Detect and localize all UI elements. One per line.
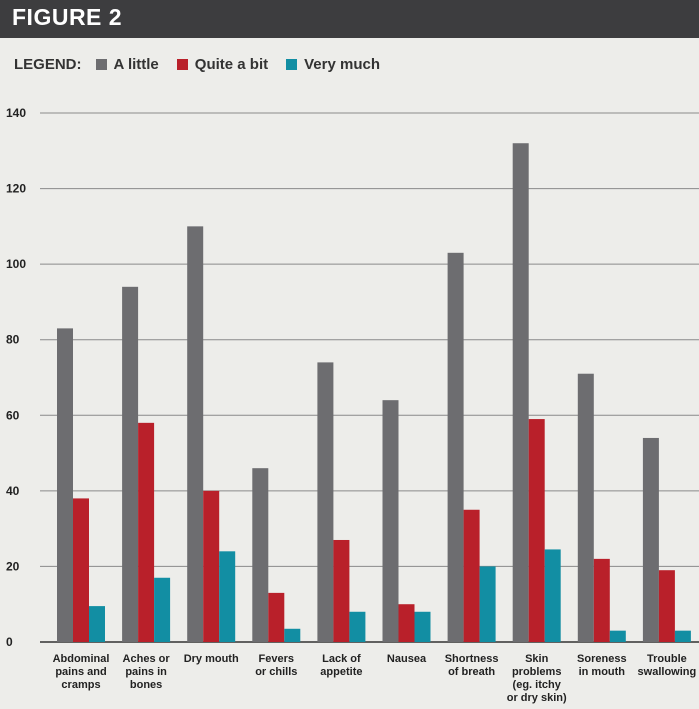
x-category-label-line: (eg. itchy	[513, 679, 562, 691]
x-category-label: Trouble swallowing	[638, 653, 697, 678]
legend-item-a-little: A little	[95, 55, 159, 73]
y-tick-label: 20	[6, 559, 20, 573]
x-category-label: Lack of appetite	[320, 653, 362, 678]
y-tick-label: 140	[6, 106, 26, 120]
y-tick-label: 60	[6, 408, 20, 422]
legend-text-a-little: A little	[113, 55, 159, 73]
bar	[154, 577, 171, 642]
legend-swatch-quite-a-bit	[176, 58, 188, 70]
bar	[609, 630, 626, 642]
x-category-label-line: appetite	[320, 666, 362, 678]
x-category-label-line: cramps	[61, 679, 100, 691]
bar	[349, 611, 366, 642]
x-category-label-line: bones	[130, 679, 162, 691]
bar	[89, 606, 105, 642]
bar	[333, 539, 350, 642]
legend-item-very-much: Very much	[286, 56, 380, 73]
x-category-label-line: Fevers	[259, 653, 294, 665]
x-category-label-line: Shortness	[445, 653, 499, 665]
bar	[463, 509, 480, 642]
x-category-label-line: or dry skin)	[507, 692, 567, 704]
bar	[479, 566, 496, 642]
bar	[674, 630, 691, 642]
bar	[398, 604, 415, 642]
bar	[252, 468, 269, 642]
x-category-label-line: or chills	[255, 666, 297, 678]
bar	[382, 400, 399, 642]
legend-label: LEGEND:	[14, 55, 82, 73]
figure-title: FIGURE 2	[12, 4, 123, 30]
legend-text-quite-a-bit: Quite a bit	[194, 55, 269, 73]
bar	[57, 328, 73, 642]
bar	[219, 551, 236, 642]
y-tick-label: 40	[6, 484, 20, 498]
bar	[203, 490, 220, 642]
legend-item-quite-a-bit: Quite a bit	[176, 55, 269, 73]
x-category-label-line: swallowing	[638, 666, 697, 678]
bar	[73, 498, 89, 642]
x-category-label-line: Dry mouth	[184, 653, 239, 665]
x-category-label-line: problems	[512, 666, 562, 678]
figure-header: FIGURE 2	[0, 0, 699, 38]
x-category-label-line: in mouth	[579, 666, 626, 678]
bar	[593, 558, 610, 642]
bar	[544, 549, 561, 642]
y-tick-label: 0	[6, 635, 13, 649]
x-category-label-line: Nausea	[387, 653, 427, 665]
bar	[138, 422, 155, 642]
x-category-label: Fevers or chills	[255, 653, 297, 678]
x-category-label-line: Aches or	[123, 653, 171, 665]
bar	[577, 373, 594, 642]
bar	[284, 628, 301, 642]
bar	[658, 570, 675, 642]
x-category-label-line: Abdominal	[53, 653, 110, 665]
x-category-label-line: of breath	[448, 666, 495, 678]
x-category-label-line: Soreness	[577, 653, 627, 665]
bar	[447, 252, 464, 643]
legend-text-very-much: Very much	[304, 55, 380, 73]
y-tick-label: 80	[6, 333, 20, 347]
x-category-label: Dry mouth	[184, 653, 239, 665]
bar	[414, 611, 431, 642]
bar	[642, 437, 659, 642]
x-category-label-line: Lack of	[322, 653, 361, 665]
bar	[268, 592, 285, 642]
y-tick-label: 120	[6, 182, 26, 196]
x-category-label: Soreness in mouth	[577, 653, 627, 678]
chart-legend: LEGEND: A little Quite a bit Very much	[14, 54, 398, 74]
x-category-label-line: pains and	[55, 666, 106, 678]
x-category-label: Skin problems (eg. itchy or dry skin)	[507, 653, 567, 704]
x-category-label-line: pains in	[125, 666, 167, 678]
x-category-label: Shortness of breath	[445, 653, 499, 678]
x-category-label: Nausea	[387, 653, 427, 665]
bar	[317, 362, 334, 642]
x-category-label-line: Trouble	[647, 653, 687, 665]
y-tick-label: 100	[6, 257, 26, 271]
x-category-label: Aches or pains in bones	[123, 653, 171, 691]
x-category-label-line: Skin	[525, 653, 549, 665]
bar	[528, 419, 545, 642]
bar	[122, 286, 139, 642]
bar	[187, 226, 204, 642]
legend-swatch-very-much	[286, 58, 298, 70]
bar	[512, 143, 529, 642]
legend-swatch-a-little	[95, 58, 107, 70]
x-category-label: Abdominal pains and cramps	[53, 653, 110, 691]
